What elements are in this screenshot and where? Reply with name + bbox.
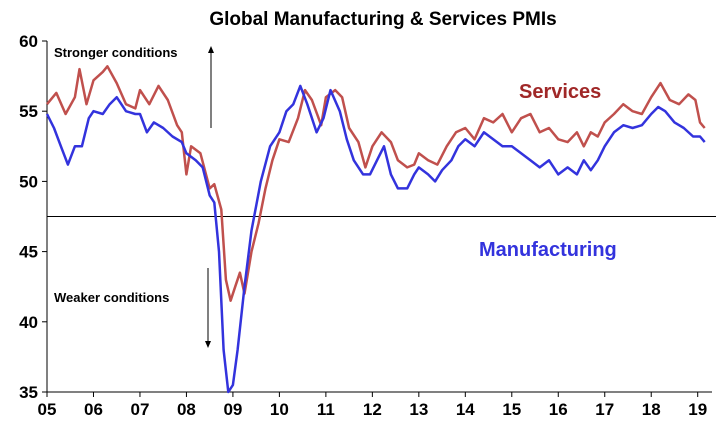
x-tick-label: 10 xyxy=(270,400,289,419)
y-tick-label: 60 xyxy=(19,32,38,51)
x-tick-label: 18 xyxy=(642,400,661,419)
y-tick-label: 55 xyxy=(19,102,38,121)
x-tick-label: 13 xyxy=(409,400,428,419)
x-tick-label: 15 xyxy=(502,400,521,419)
x-ticks: 05 06 07 08 09 10 11 12 13 14 15 16 17 18 19 xyxy=(38,392,707,419)
x-tick-label: 05 xyxy=(38,400,57,419)
x-tick-label: 08 xyxy=(177,400,196,419)
x-tick-label: 11 xyxy=(317,400,335,419)
up-arrowhead-icon xyxy=(208,46,214,53)
down-arrowhead-icon xyxy=(205,341,211,348)
x-tick-label: 14 xyxy=(456,400,475,419)
chart-title: Global Manufacturing & Services PMIs xyxy=(209,9,556,30)
x-tick-label: 06 xyxy=(84,400,103,419)
x-tick-label: 09 xyxy=(223,400,242,419)
y-tick-label: 40 xyxy=(19,313,38,332)
manufacturing-series-line xyxy=(45,84,706,394)
x-tick-label: 17 xyxy=(595,400,614,419)
stronger-conditions-label: Stronger conditions xyxy=(54,45,178,60)
y-tick-label: 45 xyxy=(19,243,38,262)
weaker-conditions-label: Weaker conditions xyxy=(54,290,169,305)
y-ticks: 35 40 45 50 55 60 xyxy=(19,32,47,402)
weaker-annotation: Weaker conditions xyxy=(54,268,211,348)
x-tick-label: 19 xyxy=(688,400,707,419)
stronger-annotation: Stronger conditions xyxy=(54,45,214,128)
y-tick-label: 50 xyxy=(19,172,38,191)
x-tick-label: 07 xyxy=(130,400,149,419)
x-tick-label: 12 xyxy=(363,400,382,419)
manufacturing-series-label: Manufacturing xyxy=(479,239,617,261)
y-tick-label: 35 xyxy=(19,383,38,402)
series-lines xyxy=(45,65,706,394)
x-tick-label: 16 xyxy=(549,400,568,419)
services-series-label: Services xyxy=(519,81,601,103)
services-series-line xyxy=(46,65,706,302)
